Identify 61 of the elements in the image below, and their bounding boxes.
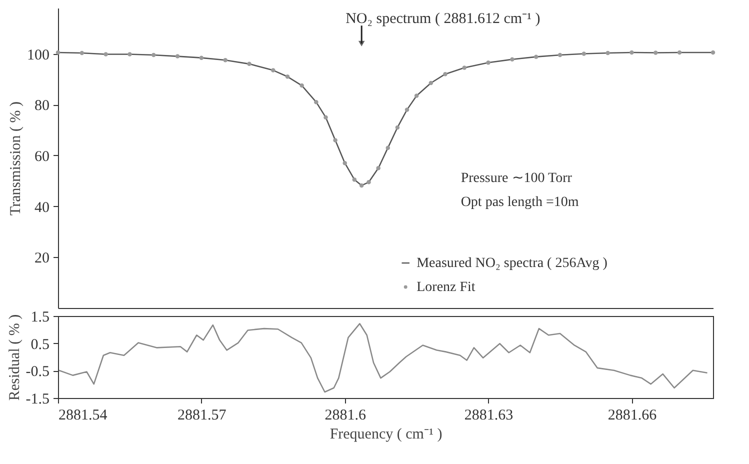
point xyxy=(359,183,364,188)
y-tick-label: 20 xyxy=(34,250,50,267)
line-series xyxy=(58,323,708,393)
line-series xyxy=(57,52,714,186)
point xyxy=(386,146,390,150)
annotation: Pressure ∼100 Torr xyxy=(460,171,572,186)
point xyxy=(152,52,156,58)
point xyxy=(654,50,658,55)
point xyxy=(710,50,716,55)
point xyxy=(247,62,252,66)
point xyxy=(324,115,328,120)
point xyxy=(534,54,538,59)
point xyxy=(428,80,434,86)
point xyxy=(376,166,380,170)
point xyxy=(314,100,318,104)
point xyxy=(677,50,682,55)
point xyxy=(285,74,290,79)
y-tick-label: 1.5 xyxy=(30,310,50,326)
point xyxy=(300,83,304,88)
point xyxy=(486,60,490,65)
x-tick-label: 2881.57 xyxy=(178,408,227,424)
y-tick-label: -0.5 xyxy=(26,364,50,380)
x-axis-title: Frequency ( cm⁻¹ ) xyxy=(330,426,442,442)
point xyxy=(510,57,514,62)
point xyxy=(80,50,84,56)
annotation: Opt pas length =10m xyxy=(460,195,579,210)
point xyxy=(404,108,410,112)
y-tick-label: 40 xyxy=(34,200,50,216)
y-axis-title: Transmission ( % ) xyxy=(8,101,24,216)
point xyxy=(395,125,400,130)
point xyxy=(271,68,276,72)
point xyxy=(366,180,371,184)
legend-label: Measured NO₂ spectra ( 256Avg ) xyxy=(416,256,608,271)
point xyxy=(342,160,347,166)
point xyxy=(558,52,562,58)
point xyxy=(582,52,586,56)
x-tick-label: 2881.66 xyxy=(608,408,658,424)
y-tick-label: 0.5 xyxy=(30,336,50,353)
point xyxy=(128,52,132,56)
point xyxy=(462,66,467,70)
point xyxy=(443,72,448,76)
annotation: NO₂ spectrum ( 2881.612 cm⁻¹ ) xyxy=(346,11,540,27)
point xyxy=(175,54,180,58)
point xyxy=(630,50,634,55)
x-tick-label: 2881.6 xyxy=(324,408,366,424)
point xyxy=(199,56,204,60)
y-tick-label: -1.5 xyxy=(26,392,50,408)
y-tick-label: 80 xyxy=(34,98,50,114)
point xyxy=(352,177,357,182)
point xyxy=(414,94,419,98)
x-tick-label: 2881.54 xyxy=(58,408,108,424)
point xyxy=(333,138,338,142)
y-tick-label: 60 xyxy=(34,148,50,165)
point xyxy=(223,58,228,62)
x-tick-label: 2881.63 xyxy=(464,408,514,424)
point xyxy=(606,50,610,56)
legend-label: Lorenz Fit xyxy=(416,280,476,295)
y-axis-title: Residual ( % ) xyxy=(6,314,23,401)
point xyxy=(104,52,108,56)
y-tick-label: 100 xyxy=(27,47,50,64)
point xyxy=(56,50,60,55)
